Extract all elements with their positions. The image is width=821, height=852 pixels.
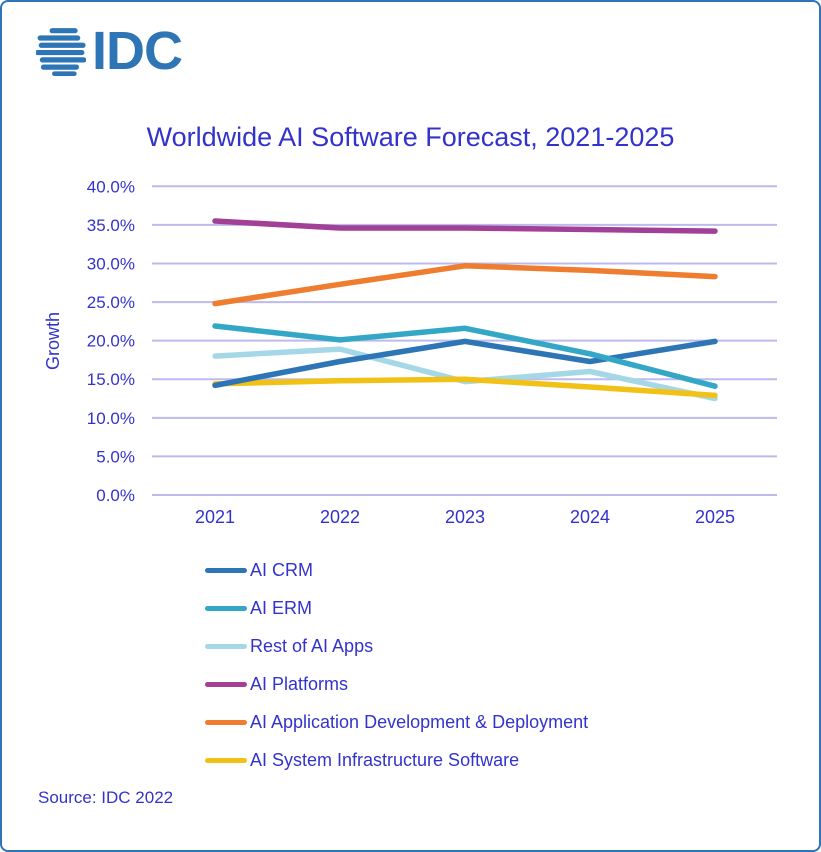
- idc-logo: IDC: [36, 21, 183, 81]
- series-line-ai-erm: [212, 323, 718, 389]
- y-tick-label: 0.0%: [96, 486, 135, 505]
- page-title: Worldwide AI Software Forecast, 2021-202…: [146, 122, 675, 152]
- legend-item-ai-crm: AI CRM: [205, 551, 588, 589]
- chart-legend: AI CRM AI ERM Rest of AI Apps AI Platforms A…: [205, 551, 588, 779]
- legend-label: Rest of AI Apps: [250, 635, 374, 656]
- legend-label: AI Platforms: [250, 673, 349, 694]
- y-tick-label: 30.0%: [87, 254, 135, 273]
- legend-item-ai-system-infrastructure-software: AI System Infrastructure Software: [205, 741, 588, 779]
- y-axis-title: Growth: [43, 312, 63, 370]
- y-tick-label: 35.0%: [87, 216, 135, 235]
- legend-item-rest-of-ai-apps: Rest of AI Apps: [205, 627, 588, 665]
- x-tick-label: 2025: [695, 507, 735, 527]
- legend-item-ai-platforms: AI Platforms: [205, 665, 588, 703]
- legend-label: AI CRM: [250, 559, 313, 580]
- legend-swatch: [205, 757, 247, 763]
- legend-item-ai-application-development-deployment: AI Application Development & Deployment: [205, 703, 588, 741]
- y-tick-label: 25.0%: [87, 293, 135, 312]
- legend-swatch: [205, 719, 247, 725]
- series-line-ai-application-development-deployment: [212, 263, 718, 307]
- source-note: Source: IDC 2022: [38, 788, 174, 807]
- x-tick-label: 2021: [195, 507, 235, 527]
- legend-label: AI Application Development & Deployment: [250, 711, 589, 732]
- idc-logo-text: IDC: [92, 21, 183, 81]
- series-line-ai-platforms: [212, 218, 718, 234]
- idc-globe-icon: [36, 28, 86, 76]
- series-line-ai-system-infrastructure-software: [212, 376, 718, 399]
- legend-swatch: [205, 643, 247, 649]
- x-tick-label: 2024: [570, 507, 610, 527]
- x-tick-label: 2022: [320, 507, 360, 527]
- legend-item-ai-erm: AI ERM: [205, 589, 588, 627]
- y-tick-label: 5.0%: [96, 447, 135, 466]
- legend-swatch: [205, 605, 247, 611]
- y-tick-label: 40.0%: [87, 177, 135, 196]
- series-line-ai-crm: [212, 338, 718, 389]
- y-tick-label: 20.0%: [87, 332, 135, 351]
- y-tick-label: 10.0%: [87, 409, 135, 428]
- legend-label: AI System Infrastructure Software: [250, 749, 520, 770]
- y-tick-label: 15.0%: [87, 370, 135, 389]
- legend-swatch: [205, 681, 247, 687]
- x-tick-label: 2023: [445, 507, 485, 527]
- legend-swatch: [205, 567, 247, 573]
- legend-label: AI ERM: [250, 597, 313, 618]
